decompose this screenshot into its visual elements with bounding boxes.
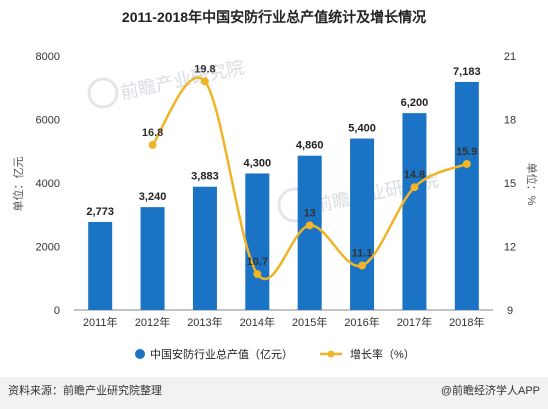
y2-tick-label: 21 <box>504 51 516 63</box>
growth-rate-point <box>410 183 419 192</box>
bars <box>88 81 479 311</box>
bar-value-labels: 2,773 3,240 3,883 4,300 4,860 5,400 6,200 7,183 <box>86 66 480 218</box>
y-tick-label: 2000 <box>36 242 60 254</box>
x-tick-label: 2012年 <box>135 315 170 329</box>
growth-rate-value-label: 19.8 <box>194 63 215 75</box>
y2-tick-label: 12 <box>504 242 516 254</box>
y-axis-ticks: 0 2000 4000 6000 8000 <box>36 51 60 317</box>
growth-rate-point <box>358 261 367 270</box>
svg-text:前瞻产业研究院: 前瞻产业研究院 <box>119 57 246 103</box>
growth-rate-point <box>305 221 314 230</box>
footer-brand: @前瞻经济学人APP <box>441 383 540 397</box>
growth-rate-value-label: 13 <box>304 207 316 219</box>
bar-value-label: 2,773 <box>86 206 114 218</box>
chart-title: 2011-2018年中国安防行业总产值统计及增长情况 <box>122 9 426 25</box>
y-tick-label: 4000 <box>36 178 60 190</box>
footer-background <box>0 377 548 409</box>
bar-value-label: 7,183 <box>453 66 481 78</box>
bar <box>192 186 217 310</box>
legend-bar-label: 中国安防行业总产值（亿元） <box>150 347 293 361</box>
y-axis-title: 单位：亿元 <box>11 157 25 212</box>
legend-line-label: 增长率（%） <box>350 347 415 361</box>
bar-value-label: 6,200 <box>401 97 429 109</box>
bar <box>140 207 165 310</box>
line-value-labels: 16.8 19.8 10.7 13 11.1 14.8 15.9 <box>142 63 478 268</box>
legend-bar-swatch <box>135 349 145 359</box>
growth-rate-point <box>253 270 262 279</box>
watermark-logo-top: 前瞻产业研究院 <box>87 57 246 109</box>
y2-tick-label: 9 <box>507 305 513 317</box>
y-tick-label: 0 <box>54 305 60 317</box>
bar-value-label: 5,400 <box>348 123 376 135</box>
growth-rate-value-label: 16.8 <box>142 127 163 139</box>
x-tick-label: 2013年 <box>187 315 222 329</box>
bar <box>88 221 113 310</box>
y-tick-label: 6000 <box>36 115 60 127</box>
x-tick-label: 2014年 <box>240 315 275 329</box>
y2-axis-ticks: 9 12 15 18 21 <box>504 51 516 317</box>
y2-tick-label: 15 <box>504 178 516 190</box>
bar <box>402 113 427 311</box>
bar-value-label: 4,860 <box>296 140 324 152</box>
growth-rate-point <box>200 77 209 86</box>
x-tick-label: 2017年 <box>397 315 432 329</box>
growth-rate-value-label: 15.9 <box>456 146 477 158</box>
growth-rate-point <box>462 159 471 168</box>
x-tick-label: 2015年 <box>292 315 327 329</box>
y2-tick-label: 18 <box>504 115 516 127</box>
x-axis-ticks: 2011年 2012年 2013年 2014年 2015年 2016年 2017年 2018年 <box>83 315 485 329</box>
growth-rate-value-label: 11.1 <box>352 248 373 260</box>
growth-rate-point <box>148 140 157 149</box>
y2-axis-title: 单位：% <box>525 163 539 206</box>
legend-line-marker <box>327 350 335 358</box>
bar <box>350 138 375 310</box>
bar-value-label: 3,240 <box>139 191 167 203</box>
bar-value-label: 3,883 <box>191 171 219 183</box>
y-tick-label: 8000 <box>36 51 60 63</box>
growth-rate-value-label: 14.8 <box>404 169 425 181</box>
bar <box>245 173 270 310</box>
x-tick-label: 2016年 <box>344 315 379 329</box>
bar <box>454 81 479 310</box>
bar <box>297 155 322 310</box>
legend: 中国安防行业总产值（亿元） 增长率（%） <box>135 347 415 361</box>
x-tick-label: 2018年 <box>449 315 484 329</box>
x-tick-label: 2011年 <box>83 315 118 329</box>
growth-rate-value-label: 10.7 <box>247 256 268 268</box>
footer-source: 资料来源：前瞻产业研究院整理 <box>8 383 162 397</box>
growth-rate-points <box>148 77 471 279</box>
bar-value-label: 4,300 <box>244 157 272 169</box>
